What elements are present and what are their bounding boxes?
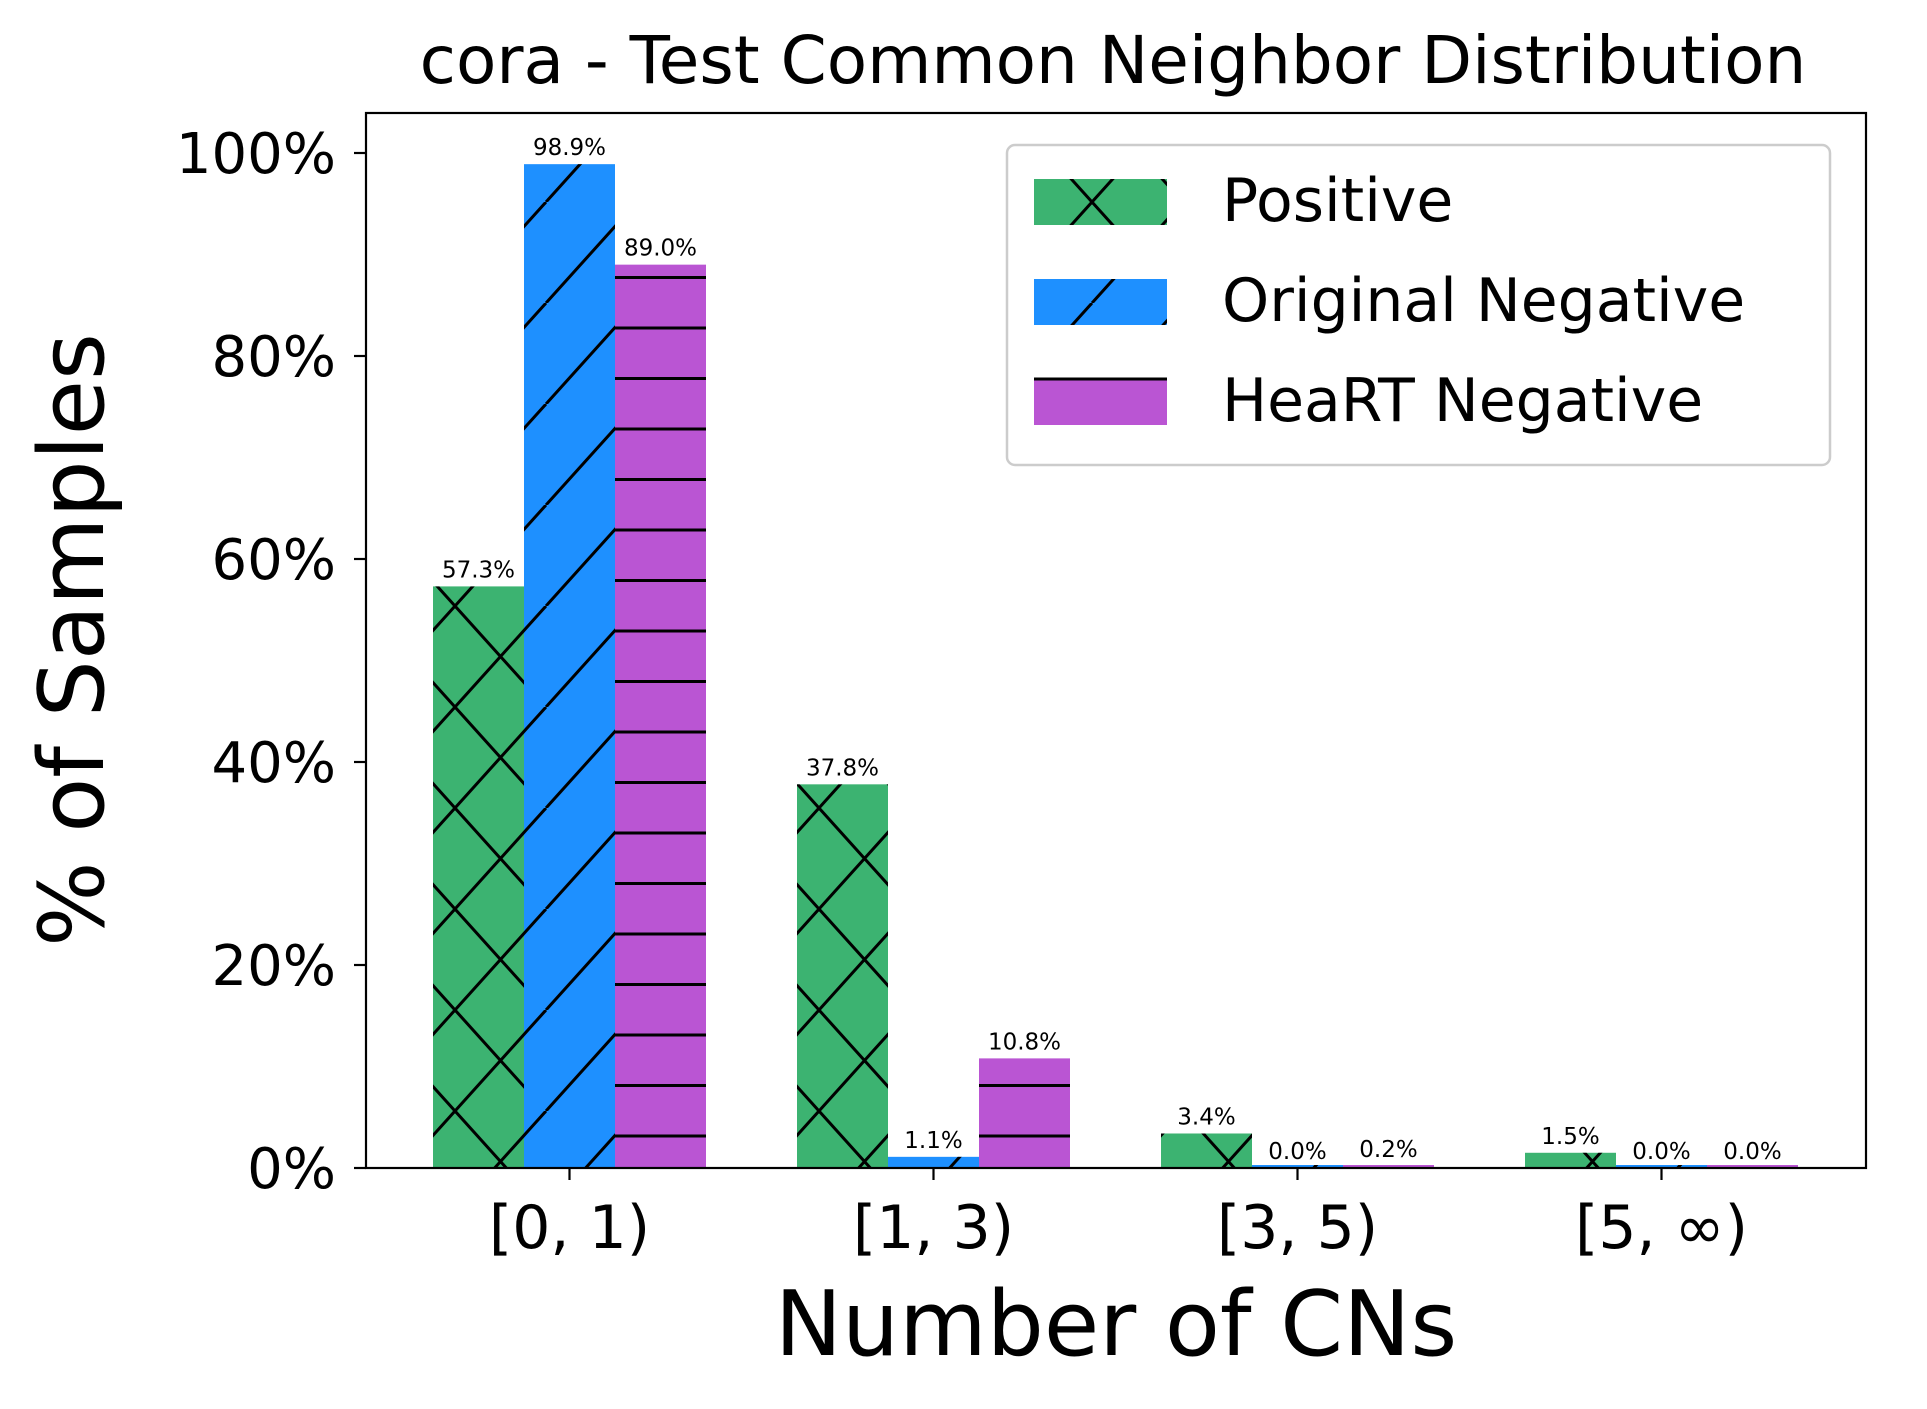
bar-hatch-original-negative-4: [1616, 1165, 1707, 1168]
x-tick-label-4: [5, ∞): [1575, 1193, 1748, 1263]
bar-value-label-original-negative-4: 0.0%: [1632, 1139, 1690, 1165]
bar-hatch-original-negative-3: [1252, 1165, 1343, 1168]
bar-value-label-original-negative-1: 98.9%: [533, 135, 606, 161]
bar-hatch-positive-1: [433, 586, 524, 1168]
legend-label-original-negative: Original Negative: [1222, 266, 1745, 336]
x-tick-label-2: [1, 3): [853, 1193, 1014, 1263]
bar-value-label-positive-3: 3.4%: [1177, 1104, 1235, 1130]
plot-frame: [364, 111, 1868, 1170]
bar-value-label-heart-negative-3: 0.2%: [1359, 1137, 1417, 1163]
bar-hatch-positive-3: [1161, 1133, 1252, 1168]
x-axis: [0, 1) [1, 3) [3, 5) [5, ∞): [489, 1168, 1748, 1263]
x-tick-label-1: [0, 1): [489, 1193, 650, 1263]
bar-value-label-heart-negative-4: 0.0%: [1723, 1139, 1781, 1165]
y-axis: 0% 20% 40% 60% 80% 100%: [176, 122, 366, 1202]
bar-value-label-heart-negative-2: 10.8%: [988, 1029, 1061, 1055]
chart-title: cora - Test Common Neighbor Distribution: [420, 22, 1807, 99]
bar-value-label-positive-2: 37.8%: [806, 755, 879, 781]
legend-frame: [1005, 143, 1832, 467]
bar-value-label-heart-negative-1: 89.0%: [624, 236, 697, 262]
bars-layer: [433, 164, 1798, 1169]
legend-swatch-positive-hatch: [1034, 179, 1167, 225]
bar-hatch-positive-4: [1525, 1152, 1616, 1168]
bar-value-label-positive-1: 57.3%: [442, 557, 515, 583]
bar-value-label-original-negative-3: 0.0%: [1268, 1139, 1326, 1165]
bar-hatch-heart-negative-1: [615, 264, 706, 1168]
legend-label-heart-negative: HeaRT Negative: [1222, 366, 1703, 436]
legend-label-positive: Positive: [1222, 166, 1453, 236]
y-tick-label-20: 20%: [212, 934, 336, 999]
bar-hatch-heart-negative-2: [979, 1058, 1070, 1168]
bar-hatch-heart-negative-4: [1707, 1165, 1798, 1168]
bar-value-label-original-negative-2: 1.1%: [904, 1128, 962, 1154]
y-axis-label: % of Samples: [20, 333, 125, 947]
y-tick-label-40: 40%: [212, 731, 336, 796]
x-axis-label: Number of CNs: [775, 1272, 1458, 1377]
x-tick-label-3: [3, 5): [1217, 1193, 1378, 1263]
legend: Positive Original Negative HeaRT Negativ…: [1005, 143, 1832, 467]
bar-value-label-positive-4: 1.5%: [1541, 1124, 1599, 1150]
legend-swatch-heart-negative: [1034, 379, 1167, 425]
legend-swatch-original-negative-hatch: [1034, 279, 1167, 325]
bar-hatch-positive-2: [797, 784, 888, 1168]
bar-hatch-original-negative-2: [888, 1156, 979, 1168]
y-tick-label-80: 80%: [212, 325, 336, 390]
y-tick-label-100: 100%: [176, 122, 336, 187]
bar-labels-layer: 57.3% 37.8% 3.4% 1.5% 98.9% 1.1% 0.0% 0.0% 89.0%…: [442, 135, 1782, 1165]
bar-hatch-heart-negative-3: [1343, 1165, 1434, 1168]
y-tick-label-0: 0%: [247, 1137, 336, 1202]
y-tick-label-60: 60%: [212, 528, 336, 593]
bar-hatch-original-negative-1: [524, 164, 615, 1169]
